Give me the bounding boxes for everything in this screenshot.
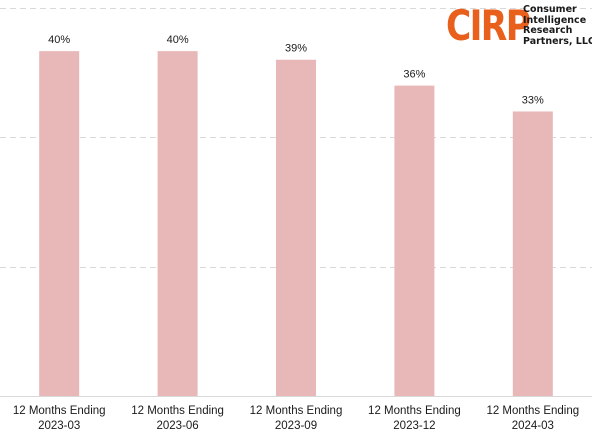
logo-company-name: Consumer Intelligence Research Partners,… <box>523 4 592 47</box>
data-label-2: 40% <box>167 34 189 46</box>
data-label-3: 39% <box>285 43 307 55</box>
bar-3 <box>276 59 316 396</box>
x-tick-label-1-line-1: 12 Months Ending <box>13 405 106 417</box>
data-label-5: 33% <box>522 94 544 106</box>
cirp-logo: CIRP Consumer Intelligence Research Part… <box>446 2 592 50</box>
x-tick-label-1-line-2: 2023-03 <box>38 420 80 432</box>
x-tick-label-2-line-2: 2023-06 <box>156 420 198 432</box>
bar-2 <box>157 51 198 396</box>
logo-mark: CIRP <box>446 1 531 50</box>
logo-line-1: Consumer <box>523 4 577 15</box>
x-tick-label-3-line-2: 2023-09 <box>275 420 317 432</box>
logo-line-3: Research <box>523 25 573 37</box>
x-tick-label-3-line-1: 12 Months Ending <box>250 405 343 417</box>
bar-4 <box>394 85 435 396</box>
x-tick-label-4-line-2: 2023-12 <box>393 420 435 432</box>
data-label-4: 36% <box>403 69 425 81</box>
bar-5 <box>512 111 553 396</box>
x-tick-label-4-line-1: 12 Months Ending <box>368 405 461 417</box>
x-tick-label-5-line-1: 12 Months Ending <box>486 405 579 417</box>
logo-line-2: Intelligence <box>523 14 587 26</box>
x-tick-label-2-line-1: 12 Months Ending <box>131 405 224 417</box>
data-label-1: 40% <box>48 34 70 46</box>
bar-1 <box>39 51 80 396</box>
x-tick-label-5-line-2: 2024-03 <box>512 420 554 432</box>
logo-line-4: Partners, LLC <box>523 35 592 47</box>
